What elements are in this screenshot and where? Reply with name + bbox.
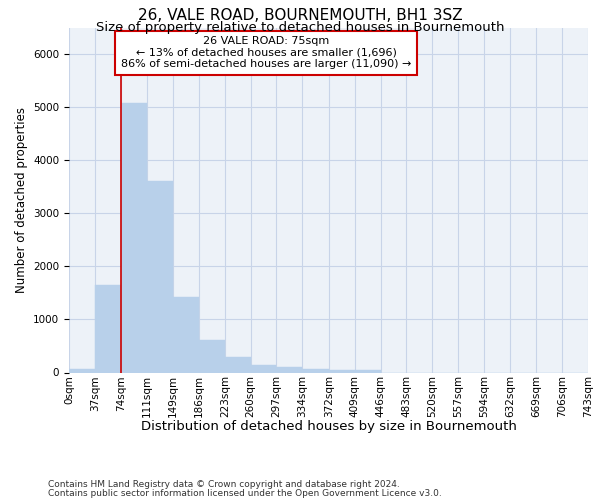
Text: Contains HM Land Registry data © Crown copyright and database right 2024.: Contains HM Land Registry data © Crown c…	[48, 480, 400, 489]
Bar	[173, 297, 199, 372]
Bar	[146, 182, 173, 372]
Bar	[225, 356, 251, 372]
Text: 26, VALE ROAD, BOURNEMOUTH, BH1 3SZ: 26, VALE ROAD, BOURNEMOUTH, BH1 3SZ	[137, 8, 463, 22]
Bar	[329, 370, 355, 372]
X-axis label: Distribution of detached houses by size in Bournemouth: Distribution of detached houses by size …	[140, 420, 517, 433]
Bar	[251, 365, 277, 372]
Text: Contains public sector information licensed under the Open Government Licence v3: Contains public sector information licen…	[48, 489, 442, 498]
Y-axis label: Number of detached properties: Number of detached properties	[14, 107, 28, 293]
Text: Size of property relative to detached houses in Bournemouth: Size of property relative to detached ho…	[96, 21, 504, 34]
Bar	[199, 340, 225, 372]
Bar	[95, 285, 121, 372]
Bar	[302, 368, 329, 372]
Text: 26 VALE ROAD: 75sqm
← 13% of detached houses are smaller (1,696)
86% of semi-det: 26 VALE ROAD: 75sqm ← 13% of detached ho…	[121, 36, 412, 70]
Bar	[355, 370, 380, 372]
Bar	[121, 103, 146, 372]
Bar	[69, 368, 95, 372]
Bar	[277, 367, 302, 372]
